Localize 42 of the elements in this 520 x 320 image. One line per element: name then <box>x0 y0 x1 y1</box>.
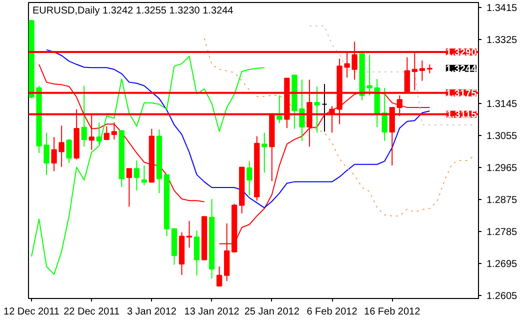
candlestick <box>186 220 192 248</box>
y-tick-label: 1.3415 <box>486 2 518 14</box>
candlestick <box>216 266 222 287</box>
annotation: 1.3244 <box>446 64 477 75</box>
y-tick-label: 1.3055 <box>486 131 518 142</box>
x-tick-label: 12 Dec 2011 <box>4 306 60 318</box>
x-tick-label: 22 Dec 2011 <box>64 306 120 318</box>
y-tick-label: 1.2605 <box>486 291 518 302</box>
candlestick <box>111 122 117 140</box>
y-tick-label: 1.2875 <box>486 195 518 206</box>
x-tick-label: 13 Jan 2012 <box>184 306 240 318</box>
y-tick-label: 1.2695 <box>486 259 518 270</box>
candlestick <box>66 138 72 164</box>
candlestick <box>262 132 268 174</box>
candlestick <box>246 160 252 196</box>
candlestick <box>96 122 102 145</box>
chart-title: EURUSD,Daily 1.3242 1.3255 1.3230 1.3244 <box>32 6 234 16</box>
candlestick <box>134 160 140 191</box>
ref-line-label: 1.3175 <box>446 88 477 100</box>
candlestick <box>141 164 148 186</box>
y-tick-label: 1.3325 <box>486 35 518 46</box>
candlestick <box>194 230 200 276</box>
candlestick <box>104 126 110 140</box>
ref-line-label: 1.3115 <box>446 110 477 121</box>
y-tick-label: 1.3145 <box>486 99 518 110</box>
candlestick <box>419 60 425 82</box>
line-series <box>46 49 430 208</box>
candlestick <box>314 86 320 134</box>
line-series <box>31 56 265 275</box>
candlestick <box>126 168 132 208</box>
candlestick <box>81 85 87 148</box>
x-tick-label: 25 Jan 2012 <box>244 306 300 318</box>
x-tick-label: 16 Feb 2012 <box>364 306 421 318</box>
line-series <box>308 25 476 126</box>
x-tick-label: 6 Feb 2012 <box>306 306 358 318</box>
line-series <box>204 38 476 216</box>
y-tick-label: 1.2965 <box>486 163 518 174</box>
candlestick <box>276 94 282 124</box>
candlestick <box>322 83 328 132</box>
ref-line-label: 1.3290 <box>446 47 477 58</box>
x-tick-label: 3 Jan 2012 <box>126 306 177 318</box>
y-tick-label: 1.2785 <box>486 227 518 238</box>
